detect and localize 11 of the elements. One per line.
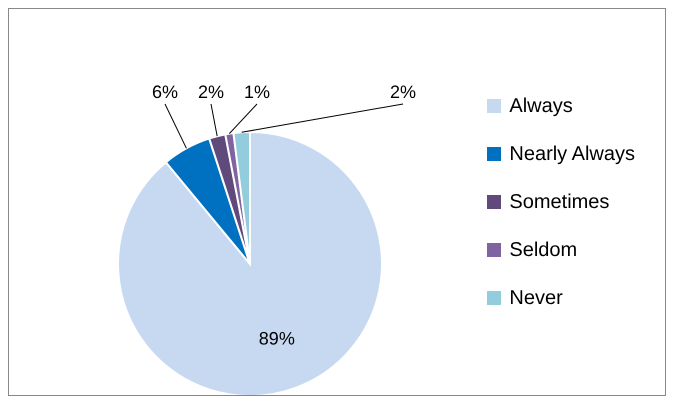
pie-slice bbox=[117, 131, 383, 395]
legend-label: Sometimes bbox=[509, 190, 610, 214]
data-label: 1% bbox=[244, 82, 270, 102]
data-label: 6% bbox=[152, 82, 178, 102]
data-label: 2% bbox=[390, 82, 416, 102]
legend-label: Never bbox=[509, 286, 563, 310]
legend-label: Always bbox=[509, 94, 573, 118]
data-label: 89% bbox=[258, 328, 295, 349]
data-label: 2% bbox=[198, 82, 224, 102]
legend-label: Nearly Always bbox=[509, 142, 635, 166]
legend-label: Seldom bbox=[509, 238, 578, 262]
